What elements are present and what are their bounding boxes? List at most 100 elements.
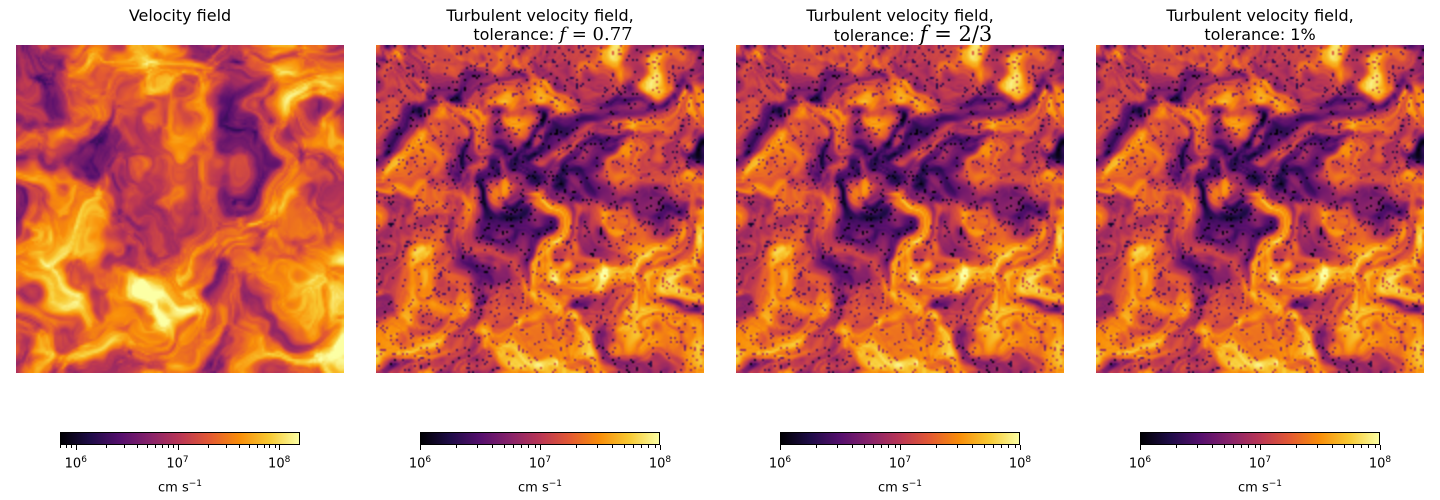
colorbar-minor-tick [263,445,265,448]
colorbar-minor-tick [106,445,108,448]
colorbar-minor-tick [816,445,818,448]
colorbar-minor-tick [1223,445,1225,448]
colorbar-minor-tick [65,445,67,448]
colorbar-major-tick [1260,445,1261,450]
colorbar-minor-tick [1248,445,1250,448]
colorbar-minor-tick [1008,445,1010,448]
colorbar-minor-tick [208,445,210,448]
colorbar-major-tick [177,445,179,450]
colorbar-tick-label: 107 [528,455,552,472]
colorbar-major-tick [1140,445,1141,450]
colorbar-label: cm s−1 [158,479,202,496]
colorbar-minor-tick [477,445,479,448]
colorbar-minor-tick [972,445,974,448]
title-line-2: tolerance: 1% [1204,25,1316,44]
colorbar-ticks: 106 107 108 [1129,445,1391,485]
colorbar-minor-tick [1374,445,1376,448]
velocity-field-map [16,45,344,373]
colorbar [780,432,1020,445]
colorbar-tick-label: 107 [166,455,189,472]
colorbar-minor-tick [1212,445,1214,448]
title-line-2: tolerance: f = 2/3 [833,22,993,46]
colorbar-minor-tick [863,445,865,448]
colorbar-major-tick [279,445,281,450]
colorbar-minor-tick [492,445,494,448]
colorbar-minor-tick [1361,445,1363,448]
colorbar-minor-tick [513,445,515,448]
colorbar-minor-tick [1001,445,1003,448]
colorbar-minor-tick [172,445,174,448]
colorbar-minor-tick [894,445,896,448]
panel-turbulent-077: Turbulent velocity field, tolerance: f =… [360,0,720,500]
colorbar-major-tick [540,445,541,450]
panel-turbulent-1pct: Turbulent velocity field, tolerance: 1% … [1080,0,1440,500]
colorbar-minor-tick [1176,445,1178,448]
title-line-1: Turbulent velocity field, [1166,6,1354,25]
colorbar-minor-tick [1368,445,1370,448]
panel-title: Turbulent velocity field, tolerance: 1% [1080,6,1440,44]
colorbar-minor-tick [1233,445,1235,448]
colorbar-minor-tick [60,445,61,448]
colorbar-minor-tick [456,445,458,448]
colorbar-label: cm s−1 [878,479,922,496]
colorbar-minor-tick [71,445,73,448]
colorbar-minor-tick [248,445,250,448]
colorbar-minor-tick [957,445,959,448]
colorbar-minor-tick [256,445,258,448]
colorbar-minor-tick [1241,445,1243,448]
colorbar-minor-tick [881,445,883,448]
colorbar-minor-tick [137,445,138,448]
colorbar-minor-tick [1254,445,1256,448]
colorbar-tick-label: 106 [64,455,87,472]
colorbar-ticks: 106 107 108 [769,445,1031,485]
colorbar-minor-tick [124,445,126,448]
colorbar-minor-tick [648,445,650,448]
colorbar-major-tick [900,445,901,450]
colorbar-minor-tick [1343,445,1345,448]
colorbar-minor-tick [641,445,643,448]
colorbar-minor-tick [623,445,625,448]
colorbar-minor-tick [837,445,839,448]
colorbar-minor-tick [269,445,271,448]
panel-turbulent-2-3: Turbulent velocity field, tolerance: f =… [720,0,1080,500]
colorbar [420,432,660,445]
colorbar-minor-tick [597,445,599,448]
colorbar-major-tick [660,445,661,450]
colorbar-tick-label: 107 [888,455,912,472]
colorbar-minor-tick [1197,445,1199,448]
colorbar-major-tick [420,445,421,450]
colorbar-minor-tick [534,445,536,448]
colorbar-tick-label: 106 [408,455,432,472]
panel-title: Turbulent velocity field, tolerance: f =… [360,6,720,44]
colorbar-label: cm s−1 [518,479,562,496]
colorbar-minor-tick [274,445,276,448]
colorbar-tick-label: 107 [1248,455,1272,472]
colorbar-label: cm s−1 [1238,479,1282,496]
colorbar-major-tick [75,445,77,450]
colorbar-minor-tick [576,445,578,448]
colorbar-minor-tick [1014,445,1016,448]
panel-title: Turbulent velocity field, tolerance: f =… [720,6,1080,45]
title-line-1: Turbulent velocity field, [806,6,994,25]
colorbar-tick-label: 108 [268,455,291,472]
colorbar-minor-tick [521,445,523,448]
title-line-1: Velocity field [128,6,232,25]
colorbar-minor-tick [1332,445,1334,448]
colorbar-minor-tick [146,445,148,448]
colorbar-minor-tick [633,445,635,448]
colorbar-minor-tick [1353,445,1355,448]
colorbar-tick-label: 106 [768,455,792,472]
colorbar-major-tick [780,445,781,450]
colorbar-minor-tick [503,445,505,448]
colorbar-minor-tick [888,445,890,448]
colorbar-minor-tick [654,445,656,448]
colorbar [60,432,300,445]
colorbar-minor-tick [154,445,156,448]
colorbar-minor-tick [936,445,938,448]
colorbar-ticks: 106 107 108 [409,445,671,485]
turbulent-field-map [1096,45,1424,373]
colorbar-tick-label: 106 [1128,455,1152,472]
colorbar-minor-tick [852,445,854,448]
colorbar-minor-tick [167,445,169,448]
colorbar [1140,432,1380,445]
